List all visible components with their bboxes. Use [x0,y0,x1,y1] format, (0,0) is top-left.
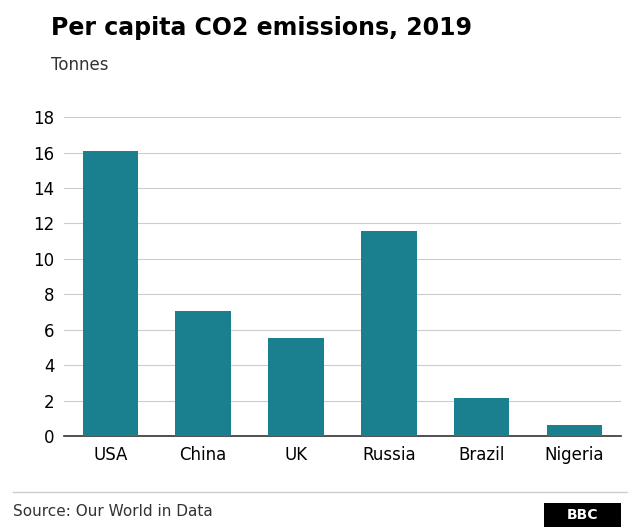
Bar [175,311,231,436]
Bar [268,338,324,436]
Text: Per capita CO2 emissions, 2019: Per capita CO2 emissions, 2019 [51,16,472,40]
Bar [547,425,602,436]
Bar [83,152,138,436]
Text: Tonnes: Tonnes [51,56,109,74]
Bar [361,231,417,436]
Bar [454,398,509,436]
Text: BBC: BBC [566,508,598,522]
Text: Source: Our World in Data: Source: Our World in Data [13,504,212,519]
